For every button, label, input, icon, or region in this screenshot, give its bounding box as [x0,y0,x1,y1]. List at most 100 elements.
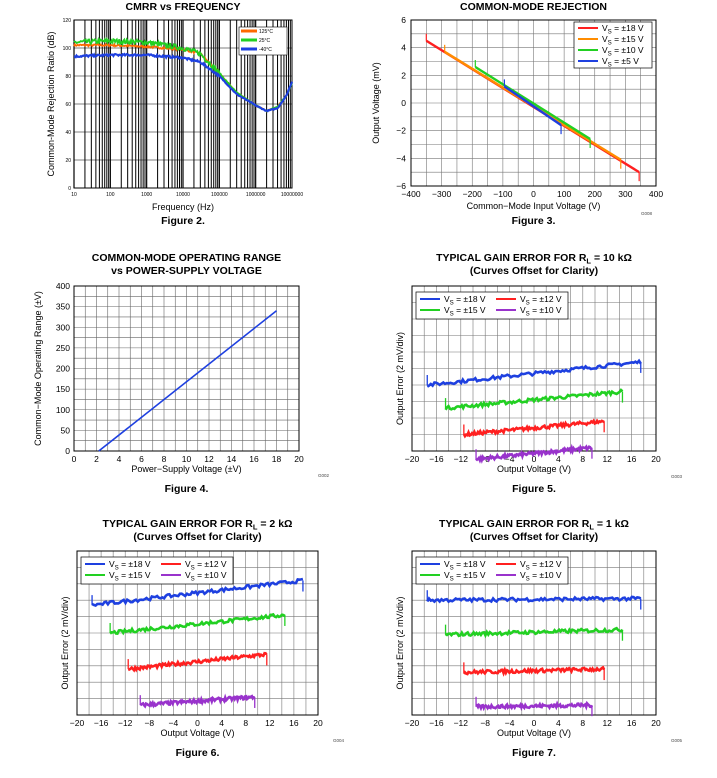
x-tick-label: 2 [94,454,99,464]
series-line-0 [426,358,642,388]
plot-frame [76,550,319,716]
x-tick-label: −8 [144,718,154,728]
y-tick-label: 50 [61,425,71,435]
legend-label-main: V [444,294,450,304]
y-axis-label: Output Error (2 mV/div) [395,332,405,425]
y-tick-label: 250 [56,343,70,353]
legend-label: VS = ±15 V [444,305,486,318]
series-line-3 [475,700,594,712]
chart-title-sub: L [586,257,591,266]
x-axis-label: Output Voltage (V) [497,728,571,738]
x-tick-label: −400 [401,189,420,199]
x-tick-label: 100 [106,192,115,198]
x-tick-label: 400 [649,189,663,199]
legend-label: VS = ±15 V [602,34,644,47]
x-tick-label: 12 [602,718,612,728]
plot-frame [410,19,657,187]
legend-box [80,556,234,585]
plot-frame [411,550,657,716]
x-tick-label: −100 [493,189,512,199]
x-tick-label: −200 [463,189,482,199]
x-tick-label: 4 [556,718,561,728]
legend-box [415,556,569,585]
legend-label-sub: S [191,576,195,583]
legend-label-tail: = ±15 V [119,570,151,580]
x-tick-label: 8 [162,454,167,464]
legend-label-sub: S [526,311,530,318]
x-tick-label: −12 [454,718,469,728]
legend-label-sub: S [608,62,612,69]
legend-label: VS = ±12 V [520,559,562,572]
series-line-3 [139,693,255,709]
x-tick-label: 10 [182,454,192,464]
chart-title: TYPICAL GAIN ERROR FOR RL = 10 kΩ [436,252,632,266]
x-axis-label: Power−Supply Voltage (±V) [131,464,241,474]
y-axis-label: Output Voltage (mV) [371,62,381,144]
figure-caption: Figure 3. [512,215,556,227]
x-tick-label: 1000000 [246,192,266,198]
y-tick-label: 6 [401,15,406,25]
x-tick-label: −16 [429,454,444,464]
legend-label: VS = ±15 V [444,570,486,583]
legend-label: VS = ±12 V [185,559,227,572]
x-tick-label: 12 [204,454,214,464]
y-tick-label: 0 [65,446,70,456]
y-axis-label: Common−Mode Operating Range (±V) [33,291,43,446]
legend-label: VS = ±18 V [444,559,486,572]
legend-label-sub: S [526,300,530,307]
x-tick-label: 18 [272,454,282,464]
x-tick-label: 4 [117,454,122,464]
legend-label: VS = ±18 V [602,23,644,36]
legend-label-tail: = ±10 V [530,305,562,315]
legend-label: 125°C [259,29,273,35]
legend-label-sub: S [450,576,454,583]
x-tick-label: 12 [602,454,612,464]
y-tick-label: −4 [396,153,406,163]
legend-label-tail: = ±15 V [612,34,644,44]
series-line-2 [462,665,606,677]
legend-box [415,291,569,320]
legend-label-tail: = ±18 V [119,559,151,569]
legend-label-tail: = ±18 V [454,294,486,304]
chart-title: TYPICAL GAIN ERROR FOR RL = 1 kΩ [439,518,629,532]
legend-label-tail: = ±12 V [530,559,562,569]
graph-id: G002 [318,473,330,478]
chart-subtitle: vs POWER-SUPPLY VOLTAGE [111,265,262,277]
x-tick-label: 20 [651,454,661,464]
graph-id: G008 [641,211,653,216]
y-axis-label: Output Error (2 mV/div) [60,596,70,689]
legend-label-tail: = ±18 V [454,559,486,569]
chart-subtitle: (Curves Offset for Clarity) [133,531,261,543]
x-tick-label: 0 [195,718,200,728]
legend-label: VS = ±5 V [602,56,639,69]
x-tick-label: 1000 [141,192,152,198]
legend-label-tail: = ±15 V [454,305,486,315]
x-tick-label: −16 [94,718,109,728]
x-tick-label: 8 [580,454,585,464]
x-tick-label: 0 [72,454,77,464]
series-line-2 [462,418,605,439]
legend-label-main: V [185,559,191,569]
x-tick-label: −300 [432,189,451,199]
chart-title-tail: = 10 kΩ [591,252,632,264]
x-tick-label: 0 [532,718,537,728]
legend-label-sub: S [608,40,612,47]
x-tick-label: 200 [588,189,602,199]
figure-caption: Figure 6. [176,747,220,759]
chart-title-main: TYPICAL GAIN ERROR FOR R [436,252,587,264]
y-tick-label: 0 [68,186,71,192]
x-tick-label: 12 [265,718,275,728]
chart-title: COMMON-MODE REJECTION [460,1,607,13]
chart-title-main: TYPICAL GAIN ERROR FOR R [103,518,254,530]
legend-label-main: V [602,56,608,66]
legend-label-sub: S [526,576,530,583]
x-tick-label: 300 [618,189,632,199]
y-tick-label: 40 [65,130,71,136]
chart-title: CMRR vs FREQUENCY [126,1,241,13]
series-line-2 [474,66,591,140]
chart-gain-error-4: TYPICAL GAIN ERROR FOR RL = 2 kΩ(Curves … [60,518,344,759]
legend-label: 25°C [259,38,271,44]
series-line-0 [426,595,642,604]
legend-label-tail: = ±12 V [530,294,562,304]
